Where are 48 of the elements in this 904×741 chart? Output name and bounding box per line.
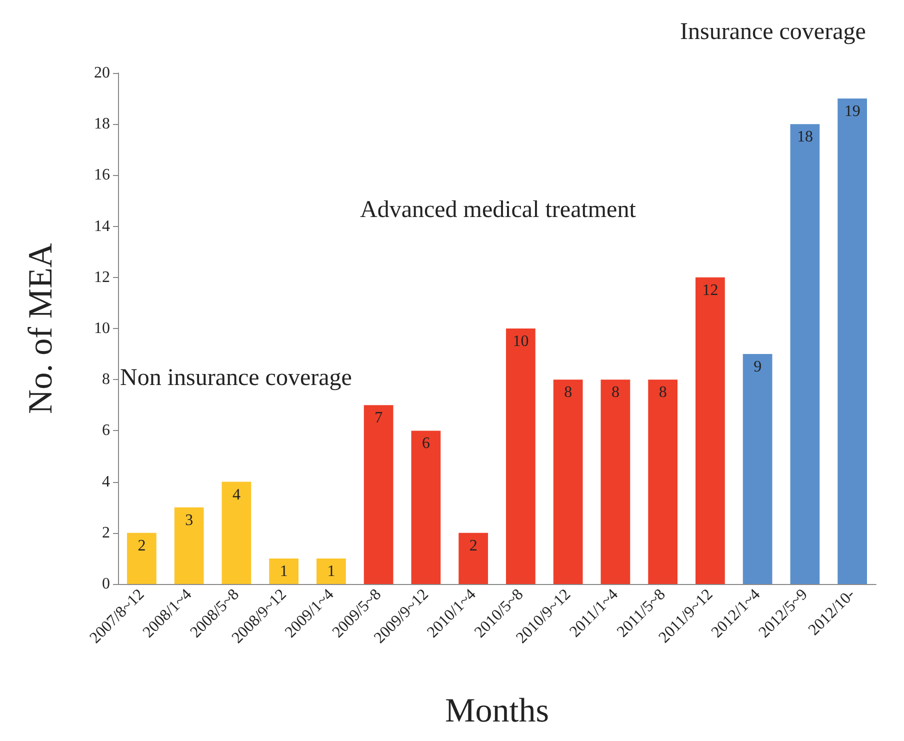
data-label: 18 bbox=[796, 128, 813, 146]
y-tick-label: 0 bbox=[102, 576, 110, 592]
bar bbox=[269, 558, 298, 584]
bar bbox=[411, 430, 441, 584]
y-tick-label: 16 bbox=[94, 166, 110, 184]
data-label: 19 bbox=[844, 103, 860, 120]
bar bbox=[458, 532, 488, 584]
bar bbox=[600, 380, 630, 584]
data-label: 2 bbox=[138, 537, 146, 554]
bar bbox=[127, 532, 156, 584]
data-label: 12 bbox=[702, 282, 718, 299]
data-label: 10 bbox=[512, 333, 529, 350]
data-label: 4 bbox=[232, 486, 240, 504]
bar bbox=[553, 380, 583, 584]
data-label: 2 bbox=[469, 537, 478, 554]
y-tick-label: 6 bbox=[102, 422, 110, 440]
y-tick-label: 18 bbox=[94, 116, 110, 133]
data-label: 6 bbox=[422, 435, 430, 452]
data-label: 1 bbox=[327, 562, 336, 580]
annotation: Non insurance coverage bbox=[120, 365, 352, 391]
bar bbox=[696, 277, 725, 584]
data-label: 8 bbox=[658, 384, 667, 402]
bar bbox=[174, 507, 204, 584]
data-label: 7 bbox=[374, 410, 383, 427]
bar bbox=[790, 124, 820, 584]
bar bbox=[506, 328, 536, 584]
y-tick-label: 8 bbox=[102, 371, 110, 388]
data-label: 1 bbox=[280, 562, 288, 580]
y-tick-label: 2 bbox=[102, 524, 110, 542]
annotation: Advanced medical treatment bbox=[360, 197, 636, 223]
y-axis-title: No. of MEA bbox=[22, 242, 60, 414]
y-tick-label: 10 bbox=[94, 320, 110, 337]
y-tick-label: 4 bbox=[102, 473, 110, 490]
y-tick-label: 14 bbox=[94, 218, 110, 235]
y-tick-label: 12 bbox=[94, 268, 110, 286]
y-tick-label: 20 bbox=[94, 64, 110, 82]
data-label: 9 bbox=[754, 358, 762, 376]
data-label: 8 bbox=[564, 384, 572, 402]
bar bbox=[222, 482, 252, 584]
x-axis-title: Months bbox=[445, 692, 549, 730]
bar bbox=[364, 405, 394, 584]
bar bbox=[838, 98, 867, 584]
data-label: 8 bbox=[611, 384, 620, 402]
bar bbox=[742, 354, 772, 584]
data-label: 3 bbox=[185, 512, 194, 529]
text: Insurance coverage bbox=[680, 19, 866, 45]
bar bbox=[648, 380, 678, 584]
bar bbox=[316, 558, 346, 584]
